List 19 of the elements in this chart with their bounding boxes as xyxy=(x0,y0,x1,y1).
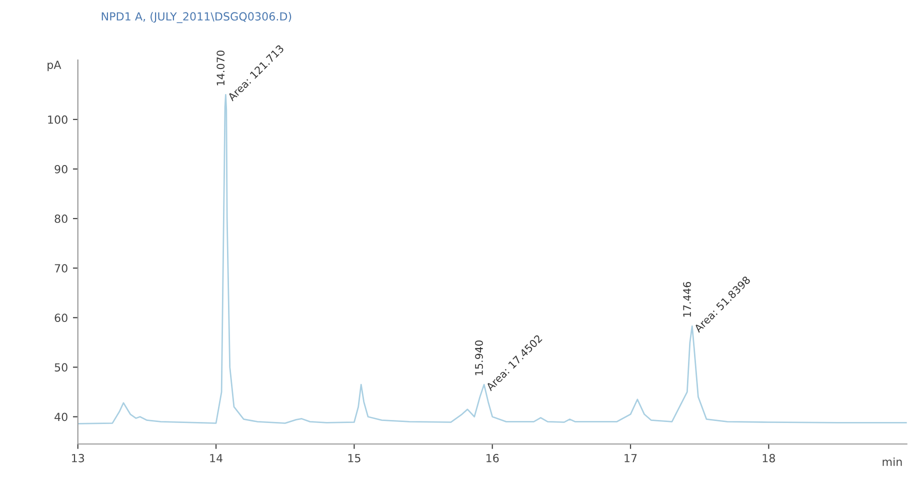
y-tick-label: 70 xyxy=(54,264,68,272)
annotation: 15.940 xyxy=(475,340,483,376)
annotation: 14.070 xyxy=(216,50,225,86)
y-tick-label: 80 xyxy=(54,214,68,223)
y-tick-label: 90 xyxy=(54,164,68,174)
y-axis-title: pA xyxy=(48,60,62,72)
x-tick-label: 17 xyxy=(624,454,637,462)
x-tick-label: 14 xyxy=(210,454,222,462)
chart-title: NPD1 A, (JULY_2011\DSGQ0306.D) xyxy=(102,12,292,24)
x-tick-label: 16 xyxy=(486,454,499,462)
x-axis-title: min xyxy=(882,457,902,466)
annotation: 17.446 xyxy=(683,282,691,317)
y-tick-label: 40 xyxy=(54,412,68,422)
x-tick-label: 13 xyxy=(72,454,84,462)
y-tick-label: 50 xyxy=(54,363,68,372)
x-tick-label: 15 xyxy=(348,454,360,462)
x-tick-label: 18 xyxy=(762,454,775,462)
y-tick-label: 60 xyxy=(54,314,68,322)
y-tick-label: 100 xyxy=(48,115,68,124)
